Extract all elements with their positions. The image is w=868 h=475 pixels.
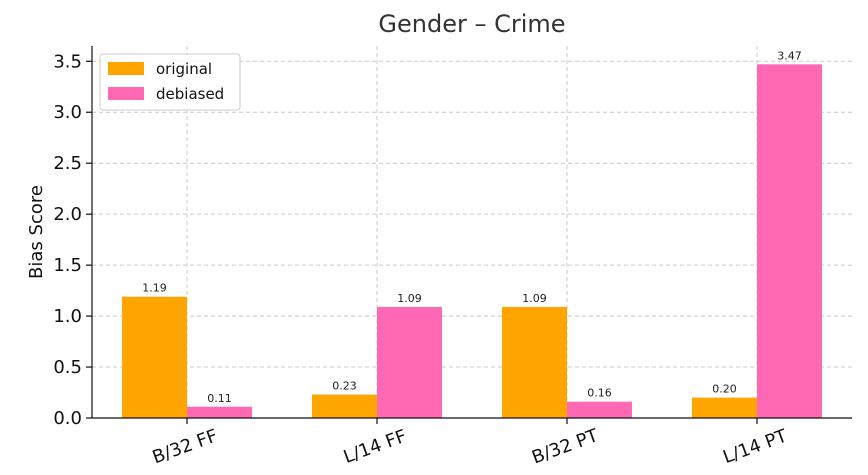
data-labels-layer: 1.19 0.23 1.09 0.20 0.11 1.09 0.16 3.47 — [142, 49, 802, 404]
legend: original debiased — [99, 53, 241, 111]
legend-label-debiased: debiased — [156, 85, 224, 103]
bar-debiased — [757, 64, 822, 418]
y-tick-label: 1.0 — [53, 306, 82, 327]
chart-title: Gender – Crime — [378, 10, 565, 38]
y-tick-label: 0.0 — [53, 408, 82, 429]
data-label-debiased: 0.11 — [207, 392, 232, 405]
legend-swatch-debiased — [108, 87, 144, 100]
bar-debiased — [187, 406, 252, 418]
legend-swatch-original — [108, 62, 144, 75]
bar-original — [502, 306, 567, 418]
bars-layer — [122, 64, 822, 418]
data-label-original: 1.19 — [142, 282, 167, 295]
y-tick-label: 3.0 — [53, 102, 82, 123]
bar-original — [122, 296, 187, 418]
y-tick-label: 1.5 — [53, 255, 82, 276]
y-axis-label: Bias Score — [26, 185, 47, 279]
x-tick-label: L/14 PT — [720, 425, 791, 468]
data-label-original: 0.20 — [712, 383, 737, 396]
bar-debiased — [377, 306, 442, 418]
bar-original — [312, 394, 377, 418]
y-tick-label: 2.5 — [53, 153, 82, 174]
x-tick-label: B/32 PT — [529, 425, 602, 469]
data-label-debiased: 1.09 — [397, 292, 422, 305]
legend-label-original: original — [156, 60, 212, 78]
data-label-original: 1.09 — [522, 292, 547, 305]
bar-debiased — [567, 401, 632, 418]
data-label-debiased: 3.47 — [777, 49, 802, 62]
y-tick-label: 2.0 — [53, 204, 82, 225]
x-tick-label: L/14 FF — [341, 426, 410, 468]
y-tick-label: 0.5 — [53, 357, 82, 378]
x-tick-label: B/32 FF — [150, 425, 221, 468]
data-label-original: 0.23 — [332, 380, 357, 393]
y-tick-label: 3.5 — [53, 51, 82, 72]
bar-original — [692, 397, 757, 418]
data-label-debiased: 0.16 — [587, 387, 612, 400]
